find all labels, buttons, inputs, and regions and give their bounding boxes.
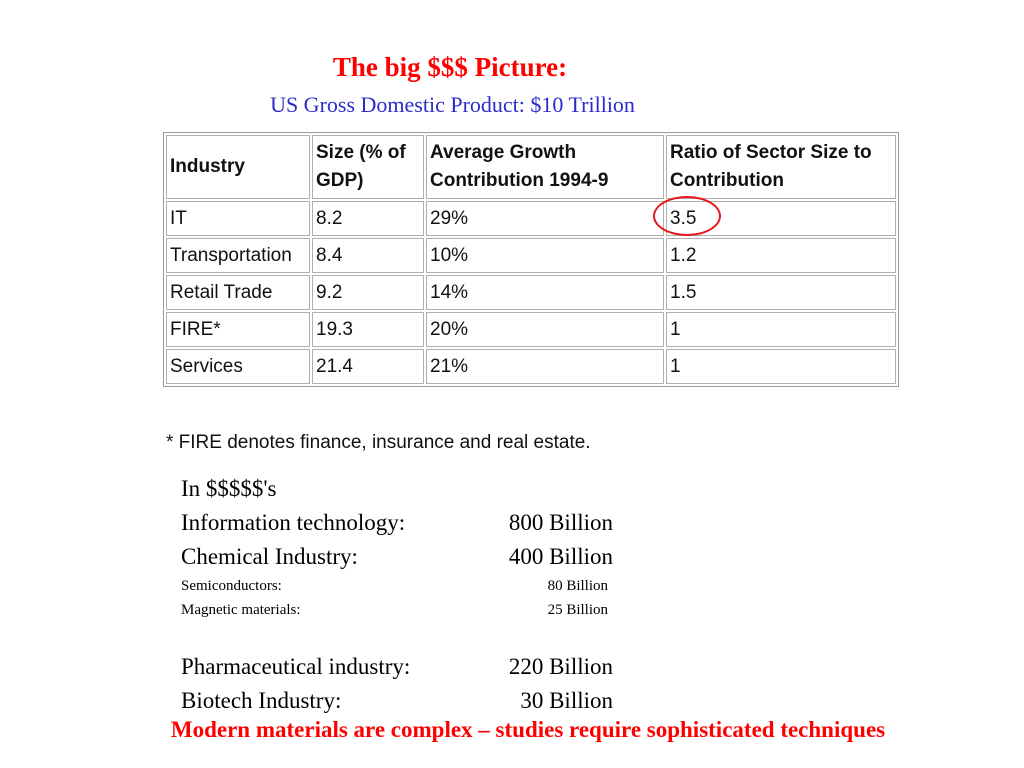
cell-growth: 14% [426, 275, 664, 310]
industry-label: Chemical Industry: [181, 544, 358, 569]
header-size: Size (% of GDP) [312, 135, 424, 199]
money-heading: In $$$$$'s [181, 472, 613, 506]
cell-size: 19.3 [312, 312, 424, 347]
highlight-circle-annotation [653, 196, 721, 236]
industry-value-list: In $$$$$'s Information technology: 800 B… [181, 472, 613, 718]
list-item: Pharmaceutical industry: 220 Billion [181, 650, 613, 684]
list-item: Information technology: 800 Billion [181, 506, 613, 540]
industry-value: 220 Billion [508, 654, 613, 679]
header-growth: Average Growth Contribution 1994-9 [426, 135, 664, 199]
cell-ratio-highlighted: 3.5 [653, 196, 896, 236]
table-row: Transportation 8.4 10% 1.2 [166, 238, 896, 273]
cell-size: 9.2 [312, 275, 424, 310]
spacer [181, 622, 613, 650]
cell-growth: 29% [426, 201, 664, 236]
table-header-row: Industry Size (% of GDP) Average Growth … [166, 135, 896, 199]
list-item: Chemical Industry: 400 Billion [181, 540, 613, 574]
industry-value: 80 Billion [547, 578, 608, 594]
cell-industry: Services [166, 349, 310, 384]
industry-value: 800 Billion [508, 510, 613, 535]
cell-industry: Retail Trade [166, 275, 310, 310]
industry-label: Semiconductors: [181, 578, 282, 594]
industry-value: 30 Billion [520, 688, 613, 713]
header-ratio: Ratio of Sector Size to Contribution [666, 135, 896, 199]
cell-ratio: 1 [666, 349, 896, 384]
industry-label: Pharmaceutical industry: [181, 654, 411, 679]
slide-subtitle: US Gross Domestic Product: $10 Trillion [270, 92, 635, 117]
cell-industry: IT [166, 201, 310, 236]
industry-value: 400 Billion [508, 544, 613, 569]
money-heading-text: In $$$$$'s [181, 476, 277, 501]
table-row: Services 21.4 21% 1 [166, 349, 896, 384]
table-footnote: * FIRE denotes finance, insurance and re… [166, 432, 591, 453]
cell-size: 8.2 [312, 201, 424, 236]
table-row: FIRE* 19.3 20% 1 [166, 312, 896, 347]
cell-industry: FIRE* [166, 312, 310, 347]
header-industry: Industry [166, 135, 310, 199]
cell-growth: 21% [426, 349, 664, 384]
cell-growth: 20% [426, 312, 664, 347]
table-row: Retail Trade 9.2 14% 1.5 [166, 275, 896, 310]
cell-size: 8.4 [312, 238, 424, 273]
cell-growth: 10% [426, 238, 664, 273]
cell-size: 21.4 [312, 349, 424, 384]
cell-ratio: 1.2 [666, 238, 896, 273]
table-row: IT 8.2 29% 3.5 [166, 196, 896, 236]
industry-label: Magnetic materials: [181, 602, 301, 618]
list-item: Magnetic materials: 25 Billion [181, 598, 613, 622]
industry-label: Information technology: [181, 510, 406, 535]
list-item: Semiconductors: 80 Billion [181, 574, 613, 598]
industry-label: Biotech Industry: [181, 688, 342, 713]
cell-ratio: 1.5 [666, 275, 896, 310]
cell-industry: Transportation [166, 238, 310, 273]
slide-title: The big $$$ Picture: [332, 52, 568, 82]
industry-value: 25 Billion [547, 602, 608, 618]
cell-ratio: 1 [666, 312, 896, 347]
conclusion-statement: Modern materials are complex – studies r… [170, 717, 886, 742]
list-item: Biotech Industry: 30 Billion [181, 684, 613, 718]
gdp-sector-table: Industry Size (% of GDP) Average Growth … [163, 132, 899, 387]
